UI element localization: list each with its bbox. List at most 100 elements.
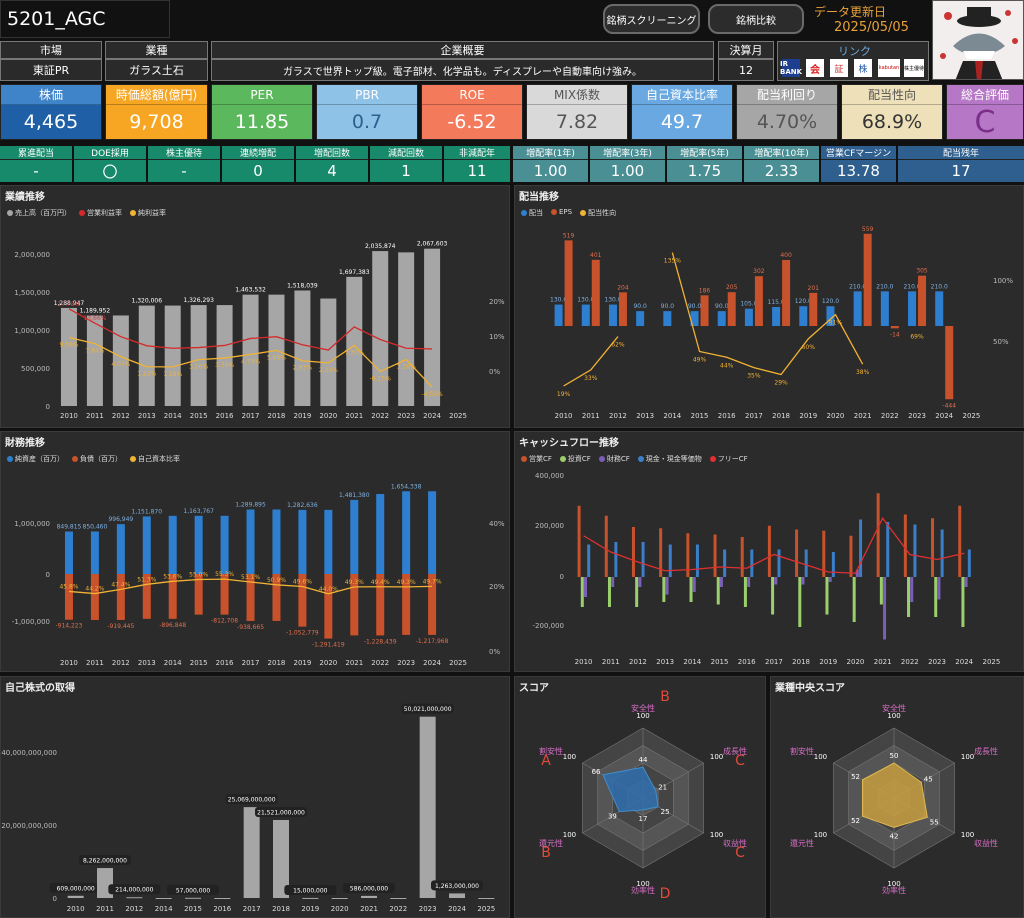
x-tick: 2012 [112, 659, 130, 667]
radar-max: 100 [814, 753, 827, 761]
y2-tick: 20% [489, 583, 505, 591]
kpi-5: MIX係数 7.82 [526, 84, 628, 140]
kpi-value: 11.85 [234, 111, 290, 133]
equity-bar [168, 515, 177, 574]
x-tick: 2024 [935, 412, 953, 420]
debt-label: -1,291,419 [312, 642, 345, 649]
cf-bar [631, 527, 635, 577]
link-chart-icon[interactable]: 株 [854, 59, 872, 77]
stat-2: 株主優待 - [148, 146, 220, 182]
cf-bar [831, 552, 835, 577]
industry-score-radar: 504555425252100100100100100100安全性成長性収益性効… [790, 703, 998, 895]
x-tick: 2020 [319, 412, 337, 420]
buyback-panel: 自己株式の取得 0 20,000,000,000 40,000,000,000 201… [0, 676, 510, 918]
cf-bar [638, 577, 642, 587]
kpi-8: 配当性向 68.9% [841, 84, 943, 140]
link-kabutan[interactable]: kabutan [878, 59, 900, 77]
x-tick: 2022 [881, 412, 899, 420]
dividend-label: 90.0 [633, 303, 647, 310]
cf-bar [859, 519, 863, 577]
debt-label: -938,665 [237, 624, 264, 631]
y2-tick: 0% [489, 648, 500, 656]
equity-label: 849,815 [57, 524, 82, 531]
update-box: データ更新日 2025/05/05 [810, 0, 928, 38]
cf-bar [903, 514, 907, 577]
stat-label: 減配回数 [370, 146, 442, 160]
x-tick: 2023 [928, 658, 946, 666]
eps-label: 305 [916, 268, 928, 275]
dividend-label: 210.0 [903, 283, 920, 290]
link-icon-2[interactable]: 証 [830, 59, 848, 77]
radar-max: 100 [636, 880, 649, 888]
stat-label: 増配率(1年) [513, 146, 588, 160]
equity-label: 996,949 [108, 516, 133, 523]
radar-max: 100 [961, 831, 974, 839]
link-yutai[interactable]: 株主優待 [904, 59, 924, 77]
radar-max: 100 [710, 753, 723, 761]
x-tick: 2016 [216, 659, 234, 667]
stat-value: 2.33 [764, 162, 799, 180]
buyback-label: 50,021,000,000 [404, 706, 452, 713]
cf-bar [604, 515, 608, 577]
stat-9: 増配率(5年) 1.75 [667, 146, 742, 182]
sales-label: 1,463,532 [235, 287, 266, 294]
cf-bar [662, 577, 666, 602]
fiscal-value: 12 [718, 59, 774, 81]
stat-value: 17 [951, 162, 971, 180]
kpi-value: C [974, 104, 996, 140]
compare-button[interactable]: 銘柄比較 [708, 4, 804, 34]
buyback-label: 15,000,000 [293, 887, 328, 894]
equity-bar [194, 515, 203, 574]
stat-label: 増配回数 [296, 146, 368, 160]
ratio-label: 49.3% [345, 579, 364, 586]
x-tick: 2023 [908, 412, 926, 420]
buyback-label-bg [167, 884, 219, 895]
payout-label: 60% [802, 344, 816, 351]
buyback-label-bg [79, 855, 131, 866]
radar-value: 66 [592, 768, 601, 776]
link-irbank[interactable]: IR BANK [779, 59, 803, 77]
link-box: リンク IR BANK 会 証 株 kabutan 株主優待 [777, 41, 929, 81]
x-tick: 2014 [683, 658, 701, 666]
cf-bar [940, 529, 944, 577]
finance-panel: 財務推移 純資産（百万） 負債（百万） 自己資本比率 -1,000,000 0 1,… [0, 431, 510, 672]
equity-label: 1,282,636 [287, 502, 318, 509]
x-tick: 2011 [86, 659, 104, 667]
radar-shape [861, 762, 928, 828]
x-tick: 2015 [184, 905, 202, 913]
dividend-label: 90.0 [688, 303, 702, 310]
stat-label: 株主優待 [148, 146, 220, 160]
stat-value: 1.00 [610, 162, 645, 180]
x-tick: 2018 [268, 412, 286, 420]
kpi-label: 配当利回り [737, 85, 837, 105]
kpi-3: PBR 0.7 [316, 84, 418, 140]
cf-bar [747, 577, 751, 587]
payout-label: 19% [557, 391, 571, 398]
eps-label: 559 [862, 226, 874, 233]
sales-bar [320, 298, 337, 406]
screening-button[interactable]: 銘柄スクリーニング [603, 4, 700, 34]
stat-value: 1.75 [687, 162, 722, 180]
finance-title: 財務推移 [5, 438, 45, 449]
kpi-value: 4,465 [23, 111, 79, 133]
link-shikiho[interactable]: 会 [806, 59, 824, 77]
debt-bar [350, 574, 359, 636]
kpi-1: 時価総額(億円) 9,708 [105, 84, 208, 140]
cf-bar [825, 577, 829, 615]
y-tick: 2,000,000 [14, 251, 50, 259]
ratio-label: 55.0% [189, 572, 208, 579]
radar-axis-label: 安全性 [882, 703, 906, 713]
free-cf-line [583, 517, 965, 574]
market-value: 東証PR [0, 59, 102, 81]
score-radar: 442125173966100100100100100100安全性成長性収益性効… [539, 689, 747, 902]
cf-bar [614, 542, 618, 577]
cf-bar [740, 537, 744, 577]
payout-line [563, 336, 619, 387]
y-tick: 20,000,000,000 [1, 822, 57, 830]
dividend-label: 120.0 [822, 298, 839, 305]
radar-shape [602, 766, 659, 813]
stat-value: 1.00 [533, 162, 568, 180]
cf-bar [668, 544, 672, 577]
radar-value: 50 [890, 752, 899, 760]
x-tick: 2024 [955, 658, 973, 666]
